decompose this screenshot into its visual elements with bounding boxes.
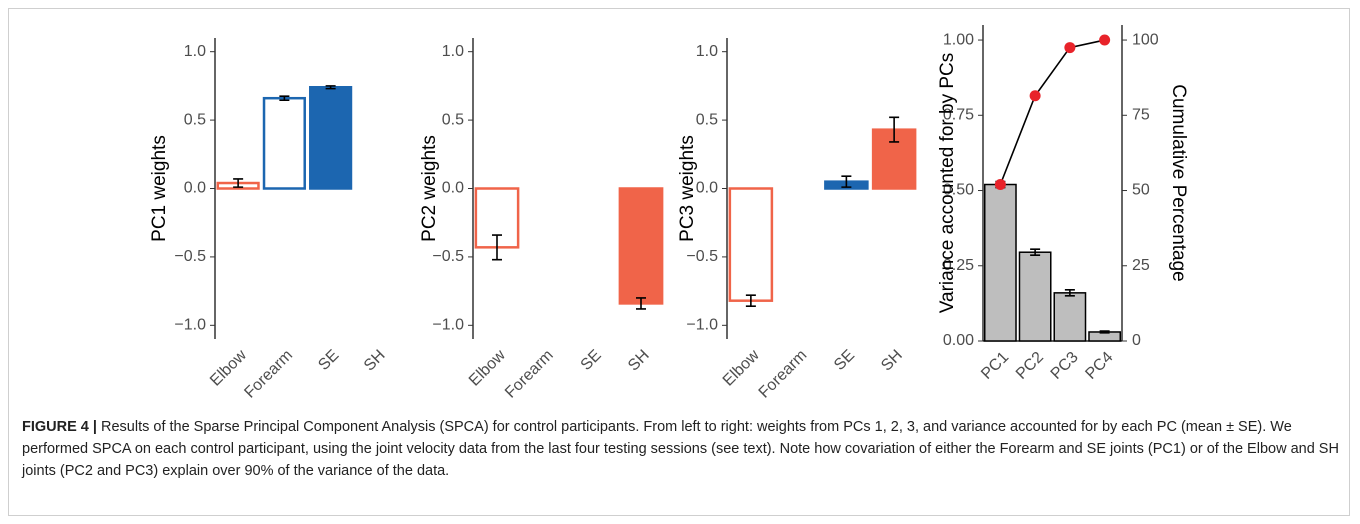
bar — [1053, 292, 1087, 342]
x-tick-label: Elbow — [720, 346, 763, 389]
bar — [728, 187, 774, 302]
y-tick-label: 0.5 — [442, 111, 464, 128]
x-tick-label: Elbow — [466, 346, 509, 389]
y-tick-label: 0.50 — [943, 182, 974, 199]
y-tick-label: 0.75 — [943, 107, 974, 124]
bar — [262, 96, 306, 190]
y-tick-label: −1.0 — [686, 317, 718, 334]
x-tick-label: PC1 — [978, 349, 1012, 383]
x-tick-label: SH — [361, 347, 389, 375]
error-bar — [636, 297, 646, 310]
y2-tick-label: 100 — [1132, 31, 1159, 48]
x-tick-label: SE — [578, 347, 605, 374]
x-tick-label: Forearm — [756, 347, 811, 402]
x-tick-label: Forearm — [241, 347, 296, 402]
y-axis-title: PC2 weights — [419, 135, 440, 242]
caption-text: Results of the Sparse Principal Componen… — [22, 419, 1339, 479]
error-bar — [1064, 289, 1075, 297]
y2-tick-label: 25 — [1132, 257, 1150, 274]
y-axis-title: PC3 weights — [677, 135, 698, 242]
error-bar — [492, 234, 502, 261]
y2-tick-label: 50 — [1132, 182, 1150, 199]
x-tick-label: Forearm — [502, 347, 557, 402]
y-tick-label: 0.0 — [442, 180, 464, 197]
y-tick-label: 0.0 — [184, 180, 206, 197]
y-tick-label: 0.00 — [943, 332, 974, 349]
cumulative-point — [1029, 90, 1041, 102]
error-bar — [745, 294, 756, 307]
x-tick-label: PC2 — [1013, 349, 1047, 383]
y-tick-label: 0.25 — [943, 257, 974, 274]
cumulative-point — [1064, 42, 1076, 54]
caption: FIGURE 4 | Results of the Sparse Princip… — [22, 416, 1342, 482]
y-axis-title: Variance accounted for by PCs — [937, 53, 958, 314]
y2-axis-title: Cumulative Percentage — [1168, 84, 1189, 282]
bar — [309, 86, 353, 190]
cumulative-point — [994, 179, 1006, 191]
y-tick-label: 1.0 — [184, 43, 206, 60]
error-bar — [233, 178, 244, 188]
x-tick-label: PC3 — [1048, 349, 1082, 383]
error-bar — [841, 175, 852, 188]
bar — [618, 187, 664, 305]
bar — [1018, 251, 1052, 342]
y-tick-label: 0.5 — [696, 111, 718, 128]
x-tick-label: SE — [315, 347, 342, 374]
error-bar — [279, 95, 290, 102]
x-tick-label: SE — [831, 347, 858, 374]
y-tick-label: −1.0 — [174, 317, 206, 334]
y-tick-label: −0.5 — [174, 248, 206, 265]
y2-tick-label: 75 — [1132, 107, 1150, 124]
y-tick-label: 1.0 — [696, 43, 718, 60]
cumulative-point — [1099, 34, 1111, 46]
y-tick-label: −1.0 — [432, 317, 464, 334]
x-tick-label: SH — [625, 347, 653, 375]
y-tick-label: −0.5 — [686, 248, 718, 265]
error-bar — [325, 85, 336, 90]
figure-frame — [8, 8, 1350, 516]
x-tick-label: Elbow — [207, 346, 250, 389]
cumulative-line — [999, 39, 1105, 185]
x-tick-label: PC4 — [1082, 349, 1116, 383]
y-tick-label: 0.5 — [184, 111, 206, 128]
y-tick-label: −0.5 — [432, 248, 464, 265]
error-bar — [1030, 248, 1041, 257]
x-tick-label: SH — [878, 347, 906, 375]
caption-label: FIGURE 4 | — [22, 419, 97, 435]
error-bar — [1099, 330, 1110, 334]
y-axis-title: PC1 weights — [149, 135, 170, 242]
error-bar — [889, 116, 900, 143]
y-tick-label: 1.00 — [943, 31, 974, 48]
y-tick-label: 0.0 — [696, 180, 718, 197]
y2-tick-label: 0 — [1132, 332, 1141, 349]
y-tick-label: 1.0 — [442, 43, 464, 60]
bar — [983, 183, 1017, 342]
